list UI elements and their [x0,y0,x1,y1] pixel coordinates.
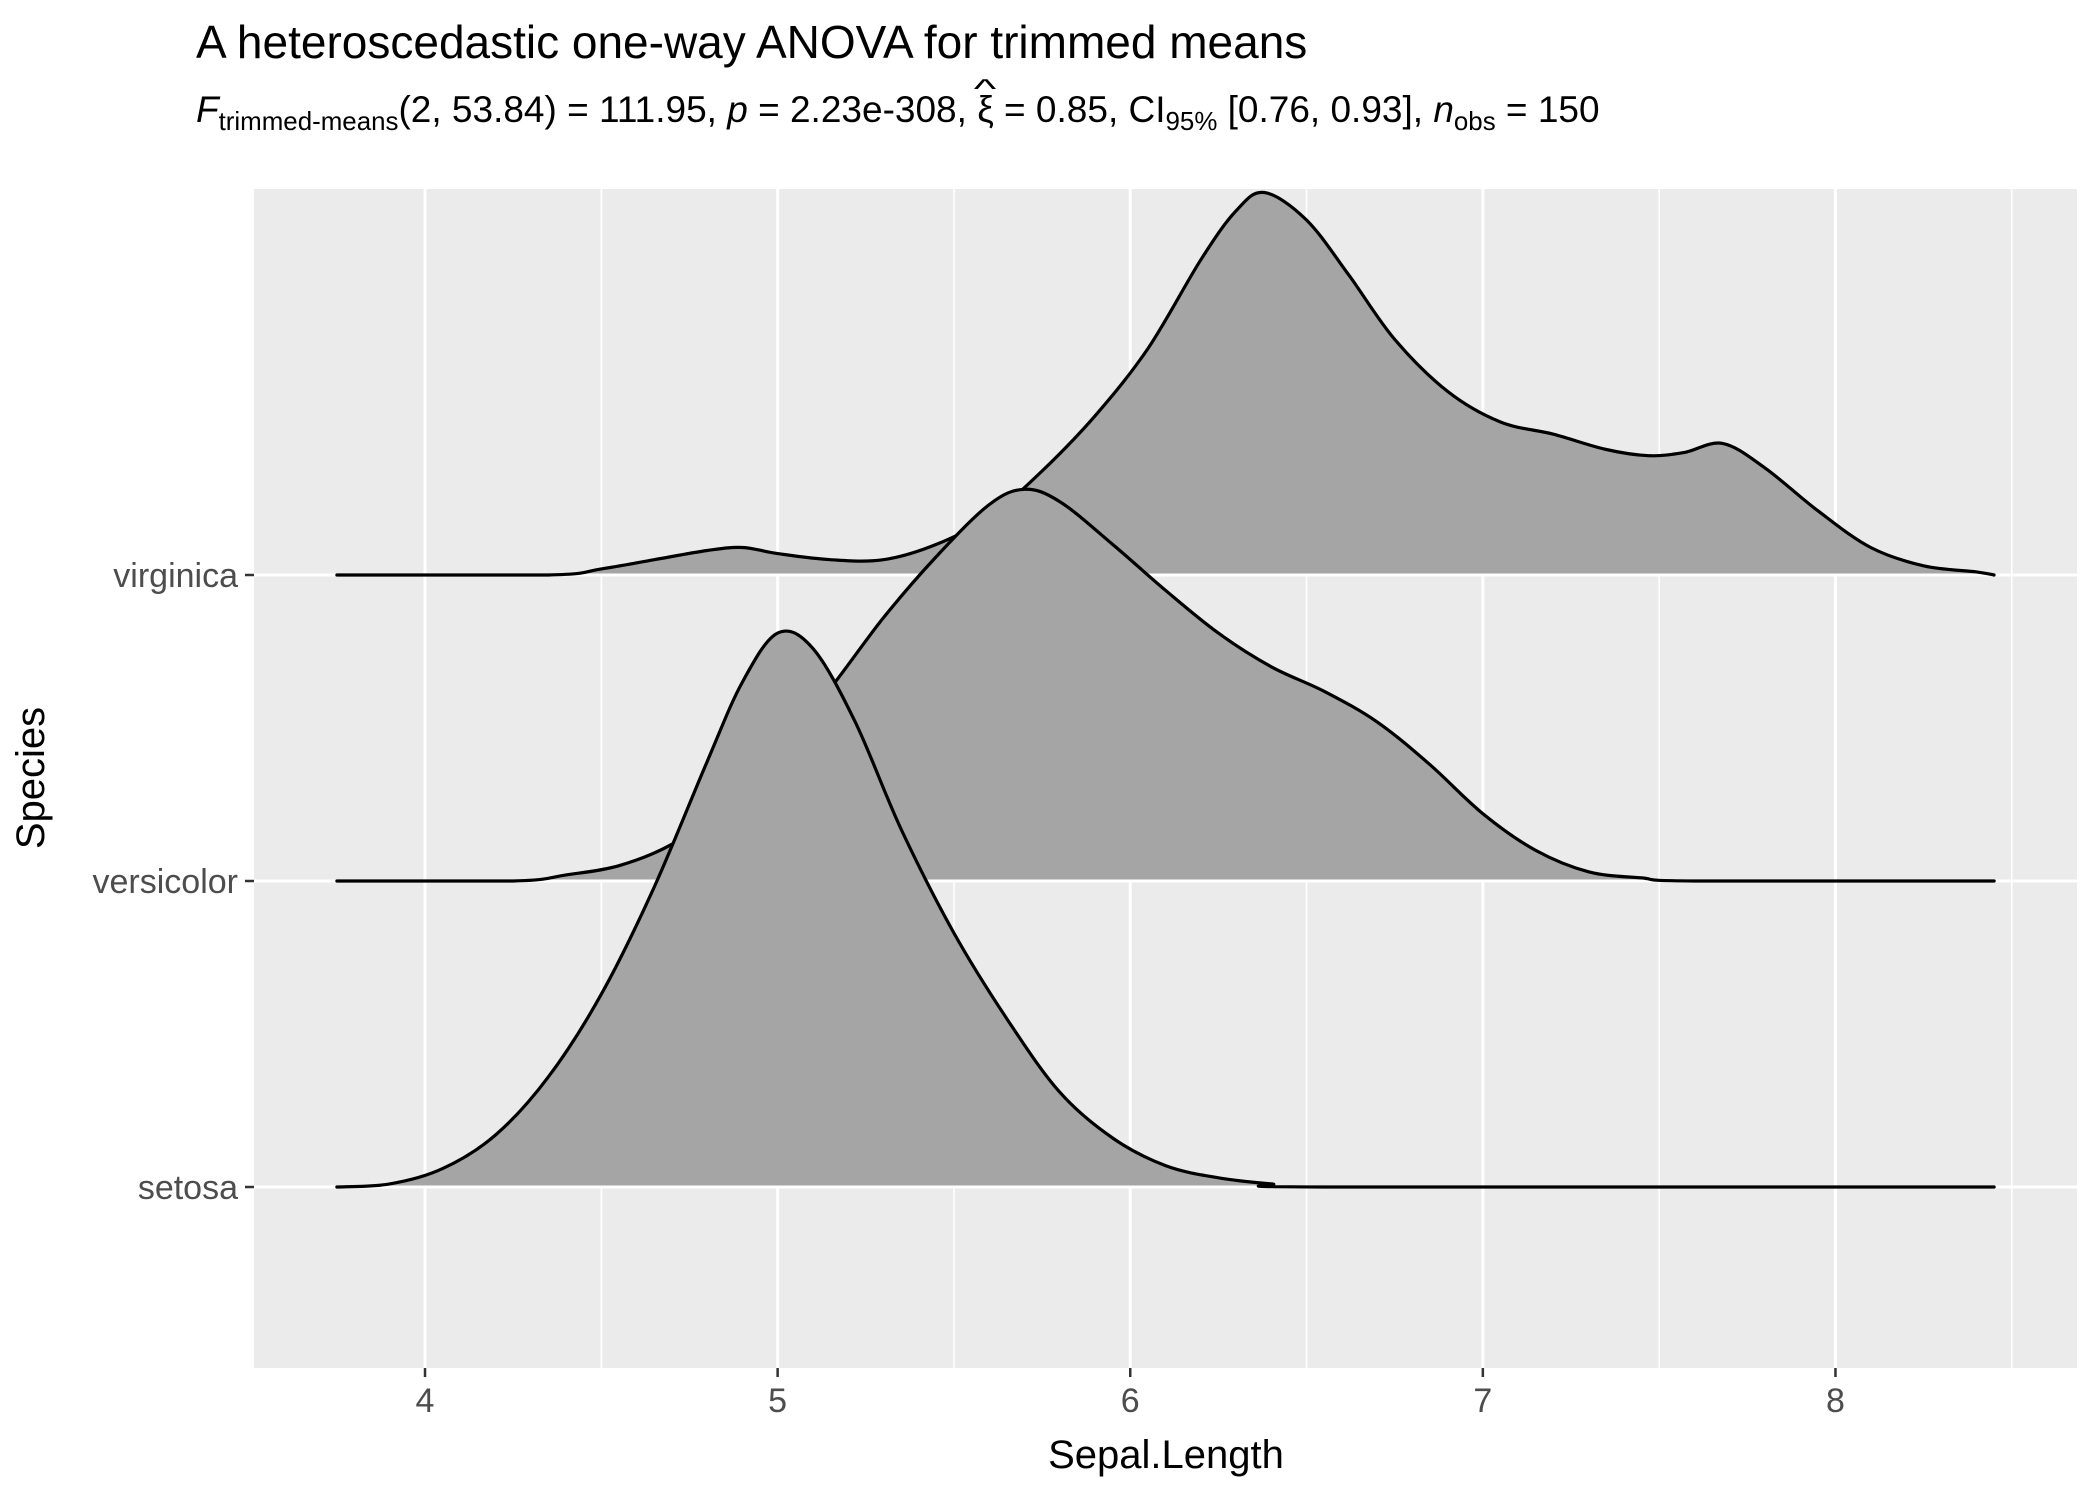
p-value: = 2.23e-308, [747,89,978,130]
xi-effect-size-symbol: ^ ξ [974,74,997,132]
n-subscript: obs [1453,107,1496,136]
x-tick-label-4: 4 [416,1382,435,1420]
x-tick-label-5: 5 [768,1382,787,1420]
ridge-setosa-line [335,629,1996,1189]
chart-title: A heteroscedastic one-way ANOVA for trim… [196,16,1308,68]
ridge-setosa-fill [336,631,1995,1187]
f-statistic-subscript: trimmed-means [218,107,399,136]
f-statistic-symbol: F [196,89,219,130]
y-tick-label-versicolor: versicolor [93,863,238,901]
ci-level-subscript: 95% [1165,107,1218,136]
y-axis-title: Species [9,707,53,849]
x-axis-title: Sepal.Length [1048,1433,1284,1477]
xi-value: = 0.85, [993,89,1129,130]
ridge-virginica-fill [336,192,1995,575]
xi-symbol: ξ [977,89,994,130]
x-tick-label-6: 6 [1121,1382,1140,1420]
y-tick-label-setosa: setosa [138,1169,238,1207]
stats-subtitle: Ftrimmed-means(2, 53.84) = 111.95, p = 2… [196,74,1600,138]
hat-accent: ^ [974,74,997,105]
ci-range: [0.76, 0.93], [1217,89,1434,130]
x-tick-label-7: 7 [1473,1382,1492,1420]
ci-label: CI [1128,89,1166,130]
ridge-virginica-line [335,190,1996,577]
n-value: = 150 [1495,89,1600,130]
n-symbol: n [1433,89,1454,130]
y-tick-label-virginica: virginica [113,557,238,595]
x-tick-label-8: 8 [1826,1382,1845,1420]
df-and-statistic: (2, 53.84) = 111.95, [398,89,728,130]
p-symbol: p [727,89,748,130]
